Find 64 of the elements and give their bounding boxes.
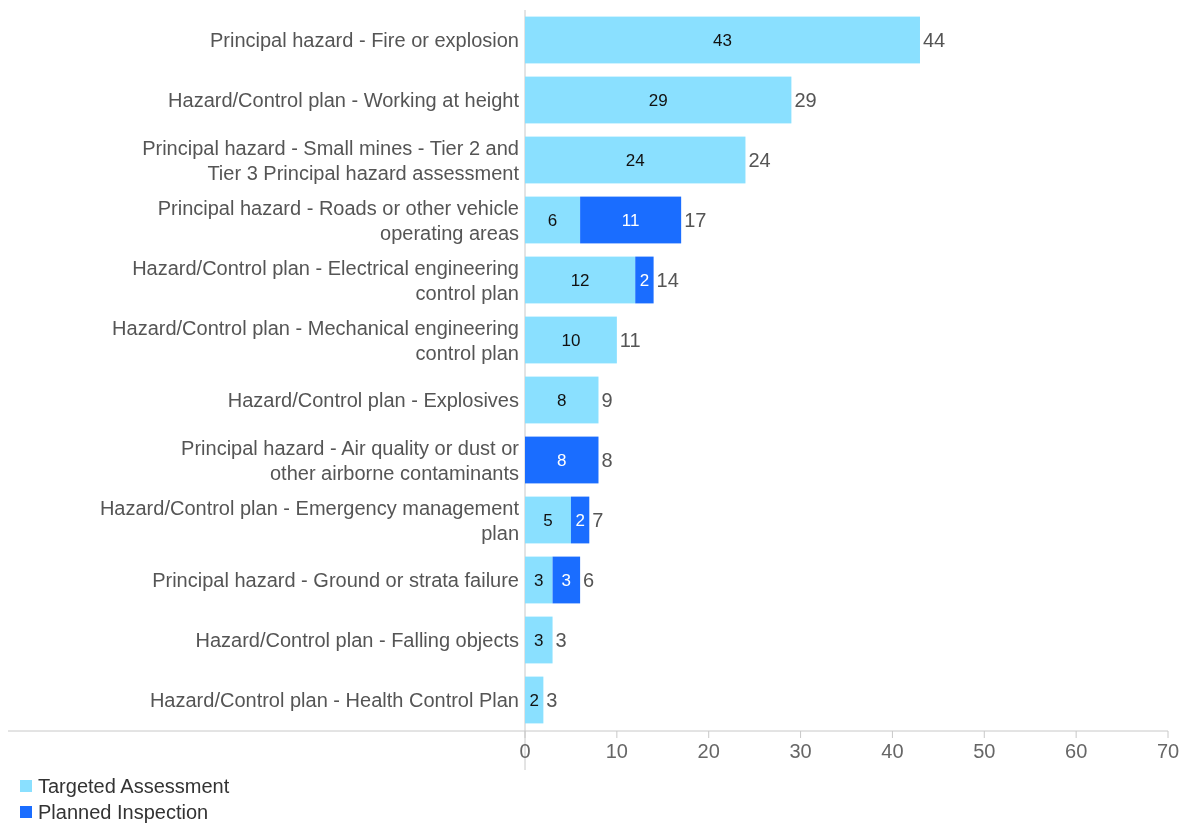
bar: [525, 196, 581, 244]
data-label: 8: [557, 450, 567, 470]
bar: [525, 256, 636, 304]
total-label: 3: [555, 629, 567, 651]
legend-label: Targeted Assessment: [38, 775, 230, 797]
bar: [525, 556, 553, 604]
y-tick-label: Principal hazard - Air quality or dust or other airborne contaminants: [181, 436, 520, 484]
total-label: 7: [592, 509, 604, 531]
x-tick-label: 70: [1156, 740, 1180, 762]
total-label: 11: [619, 329, 641, 351]
y-tick-label: Hazard/Control plan - Falling objects: [195, 629, 519, 651]
total-label: 24: [748, 149, 771, 171]
x-tick-label: 60: [1065, 740, 1088, 762]
data-label: 6: [547, 210, 558, 230]
bar: [525, 316, 617, 364]
y-tick-label: Hazard/Control plan - Working at height: [168, 89, 520, 111]
y-tick-label: Principal hazard - Ground or strata failure: [152, 569, 519, 591]
data-label: 3: [561, 570, 572, 590]
data-label: 2: [529, 690, 539, 710]
data-label: 2: [575, 510, 585, 530]
data-label: 10: [561, 330, 581, 350]
x-tick-label: 30: [789, 740, 812, 762]
x-tick-label: 20: [697, 740, 720, 762]
data-label: 3: [534, 570, 544, 590]
data-label: 24: [625, 150, 645, 170]
data-label: 43: [713, 30, 732, 50]
y-tick-label: Principal hazard - Small mines - Tier 2 and Tier 3 Principal hazard assessment: [142, 136, 520, 184]
bar: [525, 136, 746, 184]
x-tick-label: 40: [881, 740, 904, 762]
data-label: 5: [543, 510, 553, 530]
y-tick-label: Hazard/Control plan - Emergency management plan: [99, 496, 520, 544]
bar: [635, 256, 654, 304]
total-label: 3: [546, 689, 558, 711]
y-tick-label: Hazard/Control plan - Explosives: [227, 389, 519, 411]
data-label: 3: [534, 630, 544, 650]
bar: [525, 436, 599, 484]
data-label: 12: [570, 270, 590, 290]
y-tick-label: Principal hazard - Fire or explosion: [209, 29, 519, 51]
bar: [525, 376, 599, 424]
bar: [525, 496, 571, 544]
bar: [525, 616, 553, 664]
x-tick-label: 50: [973, 740, 996, 762]
bar: [525, 76, 792, 124]
y-tick-label: Hazard/Control plan - Mechanical engineering control plan: [112, 316, 519, 364]
bar: [580, 196, 682, 244]
y-tick-label: Hazard/Control plan - Health Control Plan: [149, 689, 519, 711]
total-label: 6: [583, 569, 595, 591]
total-label: 14: [656, 269, 679, 291]
x-tick-label: 10: [605, 740, 628, 762]
total-label: 8: [601, 449, 613, 471]
y-tick-label: Principal hazard - Roads or other vehicle operating areas: [157, 196, 519, 244]
bar: [552, 556, 581, 604]
x-tick-label: 0: [519, 740, 531, 762]
total-label: 29: [794, 89, 817, 111]
bar: [525, 16, 920, 64]
total-label: 17: [684, 209, 707, 231]
total-label: 44: [922, 29, 946, 51]
data-label: 2: [639, 270, 650, 290]
y-tick-label: Hazard/Control plan - Electrical engineering control plan: [132, 256, 519, 304]
data-label: 11: [621, 210, 640, 230]
data-label: 29: [648, 90, 668, 110]
total-label: 9: [601, 389, 613, 411]
legend-label: Planned Inspection: [38, 801, 209, 823]
data-label: 8: [557, 390, 567, 410]
